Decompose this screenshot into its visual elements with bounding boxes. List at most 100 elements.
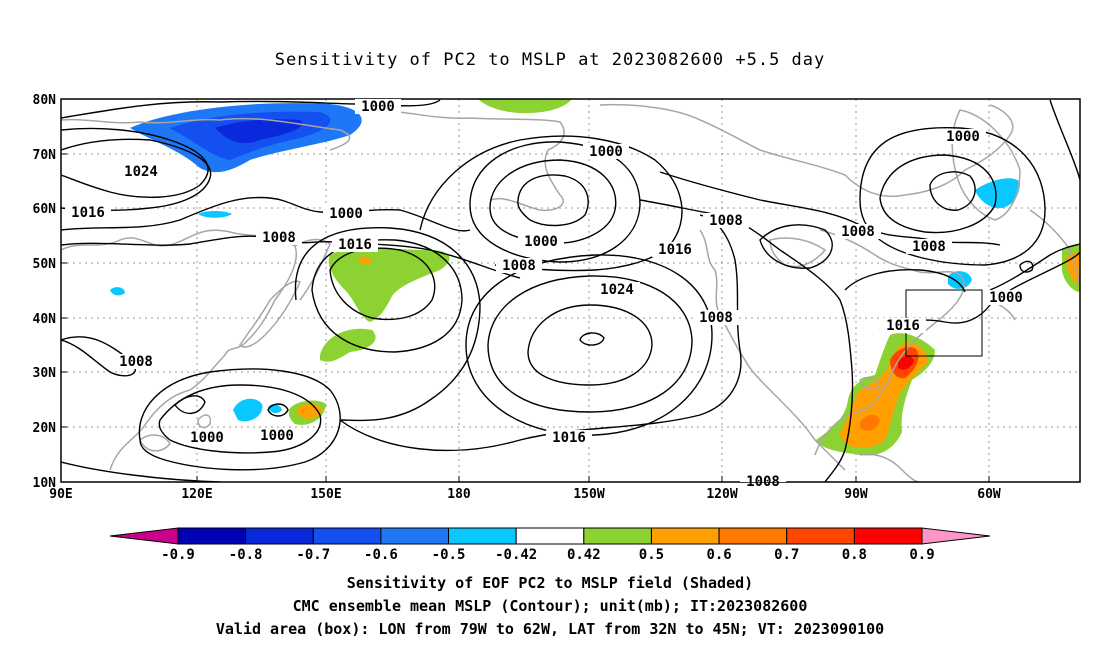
sensitivity-shading bbox=[110, 99, 1080, 456]
colorbar-tick-label: 0.7 bbox=[774, 547, 799, 563]
svg-text:1008: 1008 bbox=[502, 258, 536, 274]
lat-label-10n: 10N bbox=[33, 476, 57, 491]
colorbar-tick-label: 0.9 bbox=[909, 547, 934, 563]
colorbar-tick-label: -0.8 bbox=[229, 547, 263, 563]
caption-line-1: Sensitivity of EOF PC2 to MSLP field (Sh… bbox=[346, 574, 754, 592]
lat-label-70n: 70N bbox=[33, 148, 57, 163]
contour-label: 1008 bbox=[906, 239, 952, 255]
colorbar-tick-label: -0.7 bbox=[296, 547, 330, 563]
positive-shading-kamchatka-orange bbox=[358, 256, 372, 265]
svg-text:1016: 1016 bbox=[71, 205, 105, 221]
lat-label-50n: 50N bbox=[33, 257, 57, 272]
svg-text:1008: 1008 bbox=[841, 224, 875, 240]
svg-text:1000: 1000 bbox=[361, 99, 395, 115]
lat-label-40n: 40N bbox=[33, 312, 57, 327]
contour-label: 1008 bbox=[740, 474, 786, 490]
contour-label: 1016 bbox=[880, 318, 926, 334]
svg-text:1008: 1008 bbox=[119, 354, 153, 370]
svg-text:1000: 1000 bbox=[260, 428, 294, 444]
contour-label: 1008 bbox=[113, 354, 159, 370]
lat-label-20n: 20N bbox=[33, 421, 57, 436]
contour-label: 1016 bbox=[332, 237, 378, 253]
caption-line-3: Valid area (box): LON from 79W to 62W, L… bbox=[215, 620, 885, 638]
negative-shading-arctic-inner bbox=[215, 119, 303, 144]
contour-label: 1024 bbox=[118, 164, 164, 180]
colorbar-box bbox=[380, 527, 450, 545]
contour-label: 1008 bbox=[693, 310, 739, 326]
svg-text:1016: 1016 bbox=[338, 237, 372, 253]
contour-label: 1000 bbox=[323, 206, 369, 222]
colorbar-tick-label: -0.5 bbox=[432, 547, 466, 563]
svg-text:1008: 1008 bbox=[262, 230, 296, 246]
lon-label-90e: 90E bbox=[49, 487, 72, 502]
colorbar-box bbox=[515, 527, 585, 545]
lon-label-150e: 150E bbox=[310, 487, 341, 502]
lat-label-80n: 80N bbox=[33, 93, 57, 108]
lat-label-60n: 60N bbox=[33, 202, 57, 217]
contour-label: 1000 bbox=[355, 99, 401, 115]
svg-text:1016: 1016 bbox=[886, 318, 920, 334]
svg-text:1000: 1000 bbox=[946, 129, 980, 145]
colorbar-box bbox=[650, 527, 720, 545]
negative-shading-east-asia bbox=[198, 211, 232, 218]
svg-text:1024: 1024 bbox=[124, 164, 158, 180]
colorbar-tick-label: 0.5 bbox=[639, 547, 664, 563]
svg-text:1000: 1000 bbox=[329, 206, 363, 222]
positive-shading-arctic-north bbox=[478, 99, 572, 114]
positive-shading-gulf bbox=[860, 414, 880, 431]
colorbar-box bbox=[312, 527, 382, 545]
colorbar-box bbox=[448, 527, 517, 545]
svg-text:1016: 1016 bbox=[658, 242, 692, 258]
contour-label: 1000 bbox=[254, 428, 300, 444]
colorbar-tick-label: -0.42 bbox=[495, 547, 537, 563]
positive-shading-atlantic-max bbox=[898, 356, 914, 370]
colorbar-box bbox=[245, 527, 314, 545]
lat-label-30n: 30N bbox=[33, 366, 57, 381]
negative-shading-west-pacific bbox=[233, 398, 263, 422]
svg-text:1000: 1000 bbox=[989, 290, 1023, 306]
caption-line-2: CMC ensemble mean MSLP (Contour); unit(m… bbox=[292, 597, 808, 615]
svg-text:1000: 1000 bbox=[190, 430, 224, 446]
negative-shading-china bbox=[110, 287, 125, 296]
colorbar-box bbox=[718, 527, 788, 545]
lon-label-90w: 90W bbox=[844, 487, 868, 502]
lon-label-180: 180 bbox=[447, 487, 471, 502]
lon-label-150w: 150W bbox=[573, 487, 604, 502]
lon-label-60w: 60W bbox=[977, 487, 1001, 502]
svg-text:1000: 1000 bbox=[524, 234, 558, 250]
svg-text:1008: 1008 bbox=[699, 310, 733, 326]
contour-label: 1008 bbox=[703, 213, 749, 229]
contour-label: 1008 bbox=[256, 230, 302, 246]
lon-label-120w: 120W bbox=[706, 487, 737, 502]
contour-labels: 1000 1024 1000 1016 1000 1000 1008 1016 … bbox=[65, 99, 1029, 490]
colorbar-tick-label: 0.6 bbox=[706, 547, 731, 563]
chart-title: Sensitivity of PC2 to MSLP at 2023082600… bbox=[274, 50, 826, 70]
colorbar: -0.9 -0.8 -0.7 -0.6 -0.5 -0.42 0.42 0.5 0.6 0.7 0.… bbox=[109, 527, 991, 563]
contour-label: 1016 bbox=[65, 205, 111, 221]
contour-label: 1000 bbox=[184, 430, 230, 446]
lon-label-120e: 120E bbox=[181, 487, 212, 502]
colorbar-box bbox=[583, 527, 652, 545]
colorbar-tick-label: -0.9 bbox=[161, 547, 195, 563]
contour-label: 1000 bbox=[583, 144, 629, 160]
colorbar-box bbox=[786, 527, 855, 545]
positive-shading-aleutian bbox=[320, 328, 376, 362]
colorbar-left-triangle bbox=[109, 527, 179, 545]
svg-text:1008: 1008 bbox=[709, 213, 743, 229]
contour-label: 1000 bbox=[518, 234, 564, 250]
negative-shading-greenland bbox=[975, 178, 1020, 209]
axis-ticks bbox=[61, 153, 990, 482]
positive-shading-pacific-orange bbox=[298, 403, 322, 419]
svg-text:1000: 1000 bbox=[589, 144, 623, 160]
svg-text:1024: 1024 bbox=[600, 282, 634, 298]
contour-label: 1016 bbox=[652, 242, 698, 258]
positive-shading-kamchatka bbox=[328, 248, 450, 322]
negative-shading-newfoundland bbox=[948, 271, 972, 289]
colorbar-right-triangle bbox=[921, 527, 991, 545]
colorbar-tick-label: 0.8 bbox=[842, 547, 867, 563]
contour-label: 1008 bbox=[835, 224, 881, 240]
contour-label: 1024 bbox=[594, 282, 640, 298]
contour-label: 1008 bbox=[496, 258, 542, 274]
contour-label: 1016 bbox=[546, 430, 592, 446]
